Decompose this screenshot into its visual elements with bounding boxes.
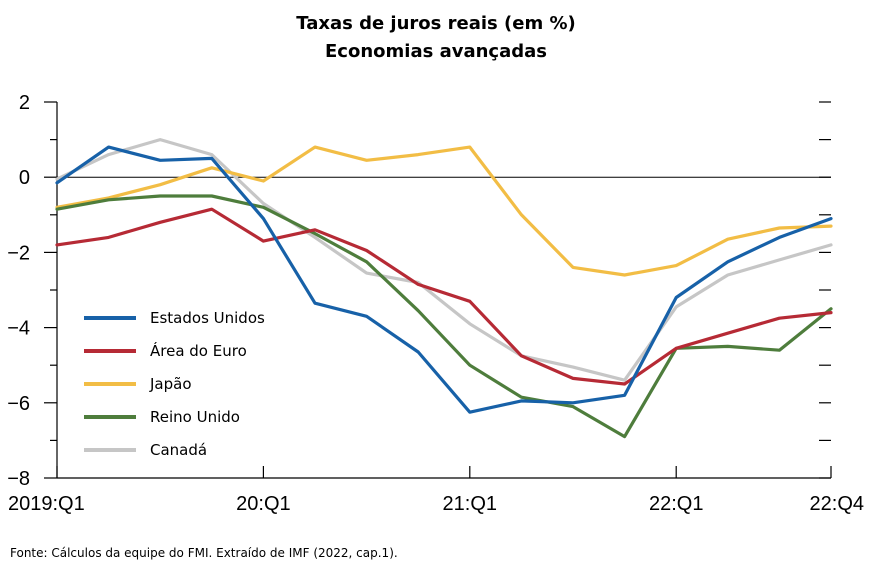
y-tick-label: −6 — [7, 393, 30, 415]
legend-label: Japão — [149, 375, 192, 393]
legend-label: Área do Euro — [150, 341, 247, 360]
series-line — [55, 194, 833, 439]
legend-label: Reino Unido — [150, 408, 240, 426]
y-tick-label: −8 — [7, 468, 30, 490]
source-note: Fonte: Cálculos da equipe do FMI. Extraí… — [10, 546, 398, 560]
x-tick-label: 21:Q1 — [443, 493, 497, 515]
chart-title-block: Taxas de juros reais (em %) Economias av… — [0, 10, 872, 66]
legend: Estados Unidos Área do Euro Japão Reino Uni… — [84, 309, 265, 459]
chart-title: Taxas de juros reais (em %) — [296, 13, 576, 34]
x-tick-label: 22:Q1 — [649, 493, 703, 515]
series-line — [55, 207, 833, 386]
chart-subtitle: Economias avançadas — [325, 41, 547, 62]
x-tick-label: 20:Q1 — [236, 493, 290, 515]
series-line — [55, 145, 833, 277]
legend-label: Canadá — [150, 441, 207, 459]
legend-label: Estados Unidos — [150, 309, 265, 327]
y-tick-label: 2 — [19, 92, 30, 114]
y-tick-label: 0 — [19, 167, 30, 189]
y-tick-label: −4 — [7, 318, 30, 340]
x-tick-label: 22:Q4 — [810, 493, 864, 515]
y-tick-label: −2 — [7, 242, 30, 264]
series-lines — [55, 138, 833, 439]
series-line — [55, 138, 833, 382]
x-tick-label: 2019:Q1 — [8, 493, 85, 515]
series-line — [55, 145, 833, 414]
